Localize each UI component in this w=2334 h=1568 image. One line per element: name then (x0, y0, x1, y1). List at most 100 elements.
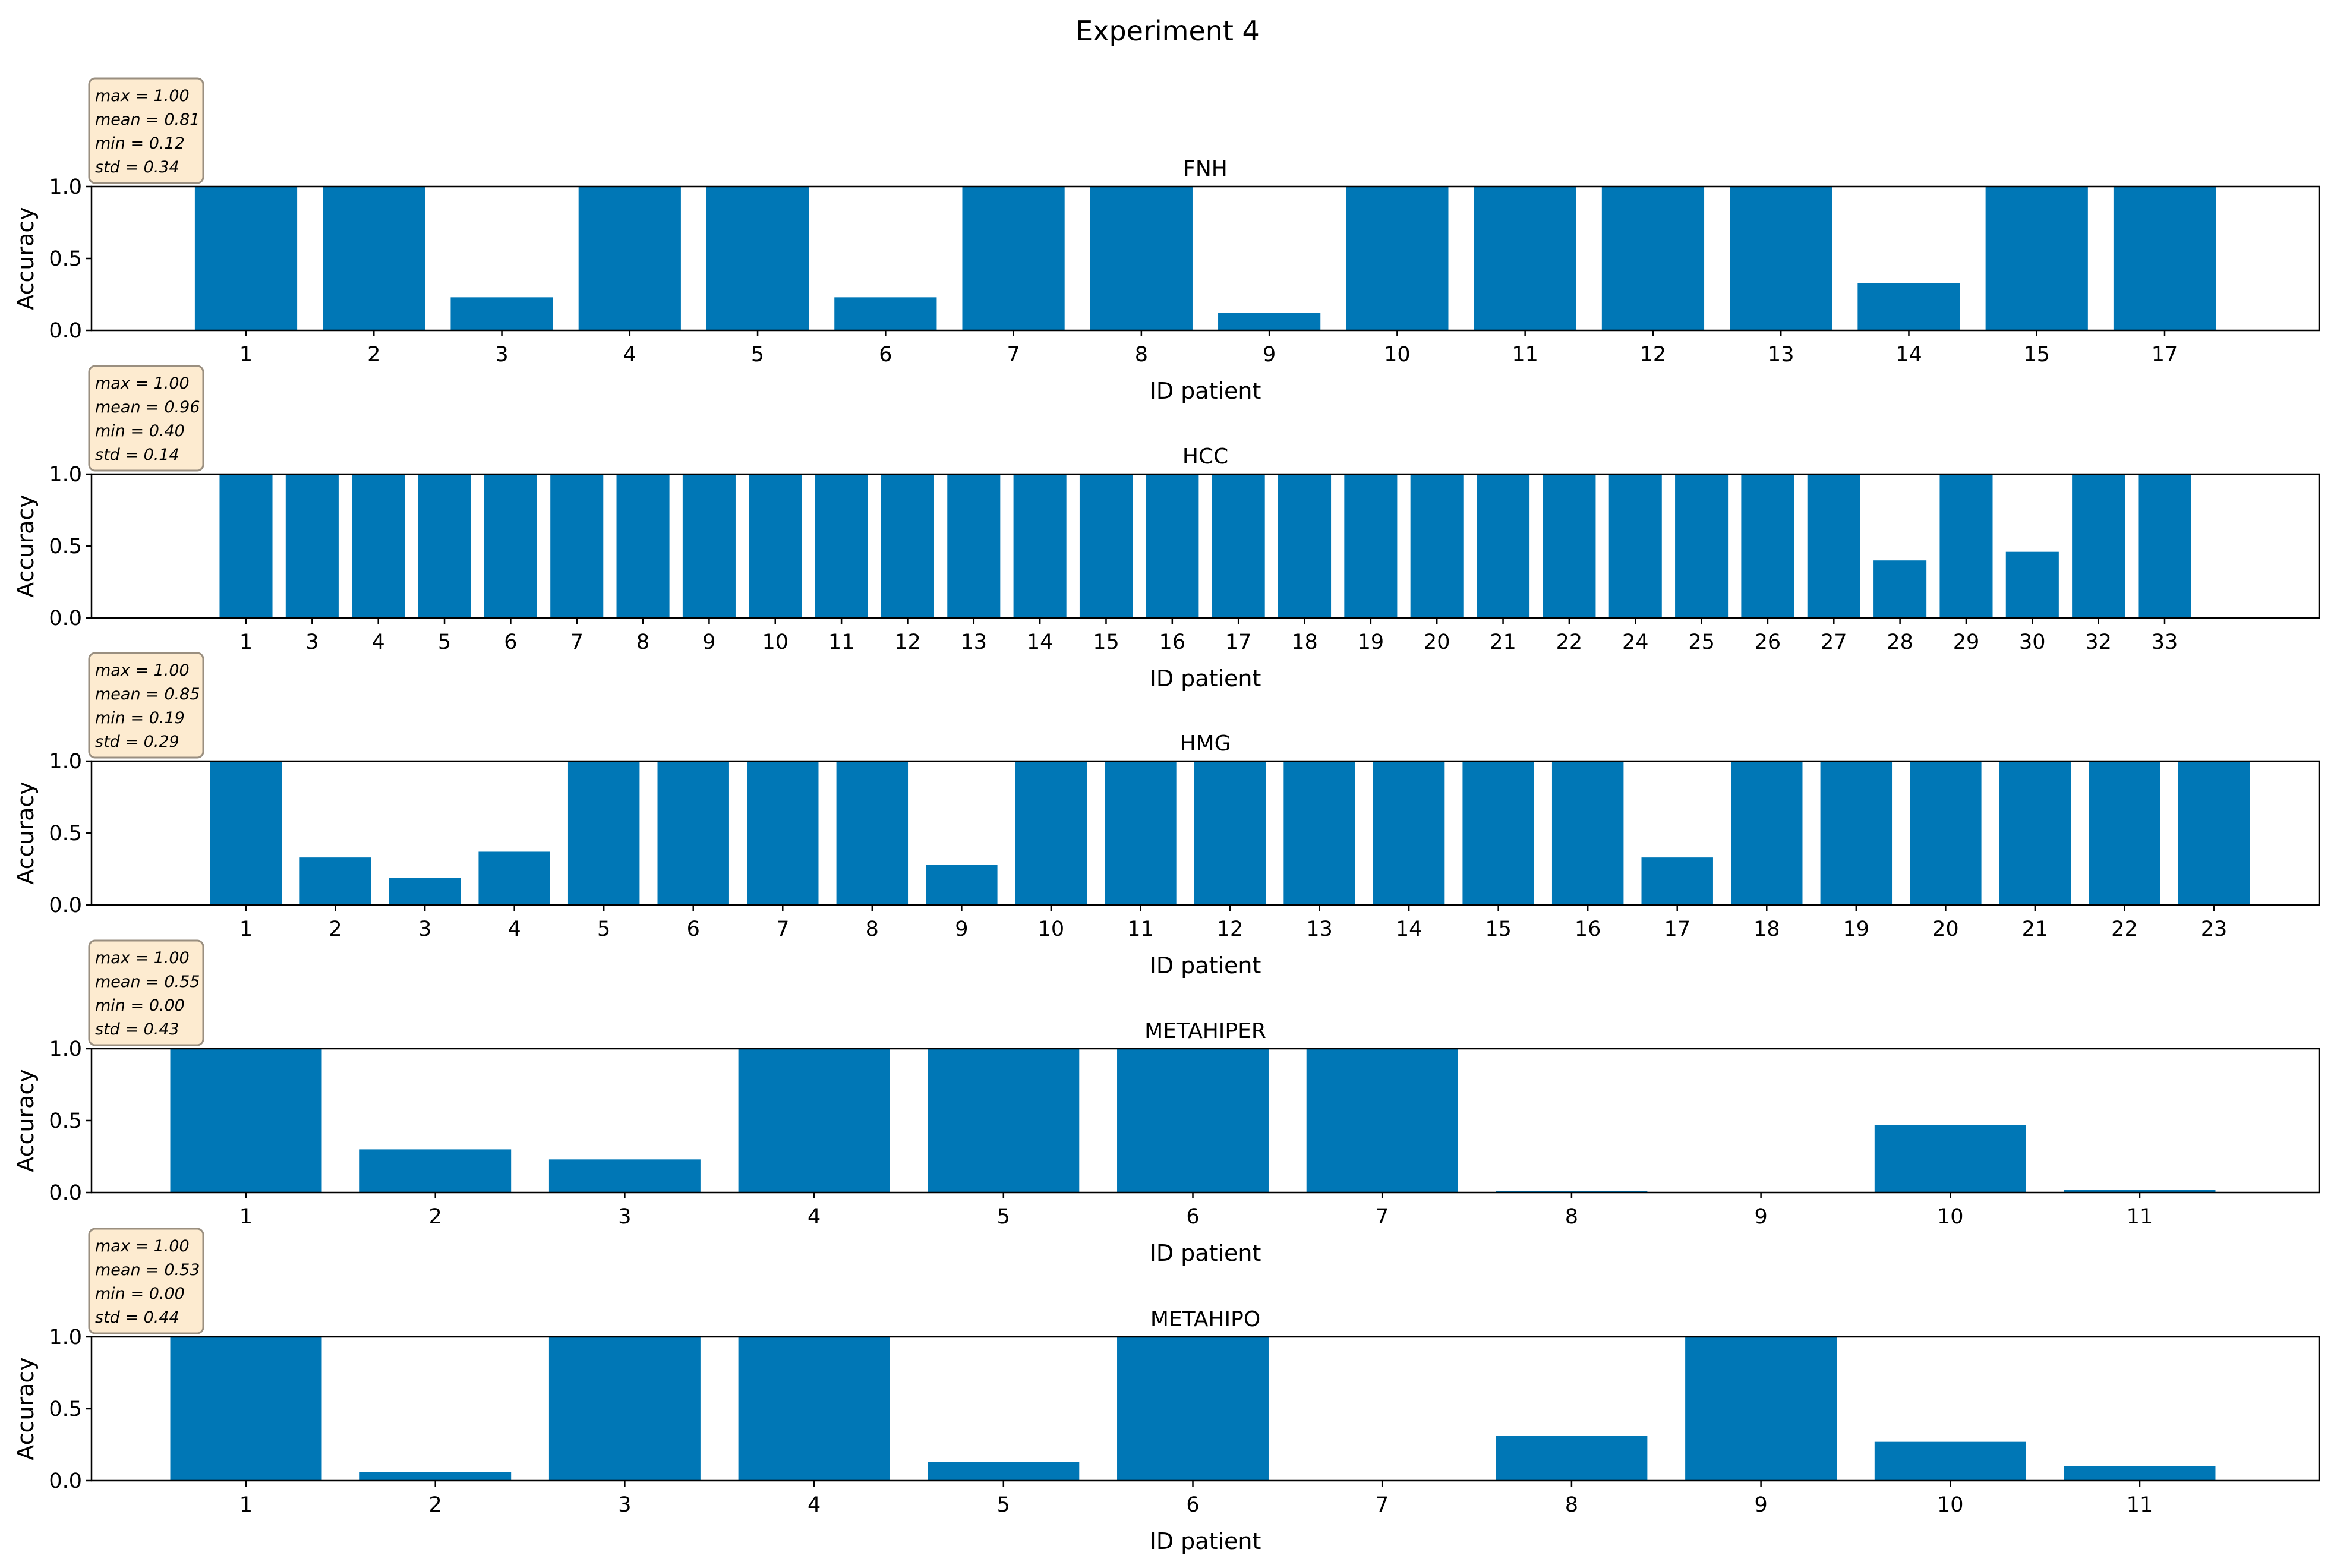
x-axis-label: ID patient (1150, 1240, 1261, 1266)
bar-3 (548, 1337, 701, 1481)
x-tick-label: 5 (997, 1205, 1010, 1229)
bar-21 (1477, 474, 1530, 618)
x-tick-label: 9 (1263, 343, 1276, 367)
stats-line: min = 0.40 (95, 422, 185, 440)
bar-8 (616, 474, 670, 618)
bar-13 (947, 474, 1001, 618)
stats-line: max = 1.00 (95, 374, 190, 393)
stats-box (88, 652, 204, 759)
y-axis-label: Accuracy (12, 207, 39, 310)
bar-8 (1496, 1436, 1648, 1481)
y-tick-label: 0.5 (49, 1109, 82, 1133)
subplot-metahiper: 1 2 3 4 5 6 7 8 9 10 11 0.0 0.5 1.0 METAHIPER ID patien… (12, 939, 2320, 1266)
stats-line: mean = 0.85 (95, 685, 200, 703)
x-tick-label: 5 (438, 630, 451, 654)
bar-11 (815, 474, 868, 618)
y-tick-label: 1.0 (49, 750, 82, 774)
x-tick-label: 9 (955, 917, 968, 941)
x-tick-label: 7 (1007, 343, 1020, 367)
bar-25 (1675, 474, 1729, 618)
stats-line: max = 1.00 (95, 661, 190, 680)
bar-11 (2064, 1190, 2216, 1192)
x-tick-label: 9 (702, 630, 715, 654)
x-tick-label: 28 (1887, 630, 1913, 654)
x-tick-label: 5 (751, 343, 764, 367)
stats-line: mean = 0.96 (95, 398, 200, 417)
x-tick-label: 6 (504, 630, 517, 654)
bar-2 (323, 187, 425, 330)
y-tick-label: 0.5 (49, 247, 82, 271)
figure-title: Experiment 4 (1075, 15, 1260, 47)
subplot-title: HMG (1179, 731, 1231, 756)
bar-15 (1462, 761, 1534, 905)
x-tick-label: 32 (2085, 630, 2112, 654)
bar-6 (834, 297, 937, 330)
x-tick-label: 22 (1556, 630, 1583, 654)
x-tick-label: 19 (1843, 917, 1870, 941)
stats-line: min = 0.19 (95, 709, 185, 727)
x-tick-label: 3 (305, 630, 318, 654)
bar-5 (418, 474, 471, 618)
x-tick-label: 9 (1754, 1493, 1767, 1517)
x-tick-label: 6 (879, 343, 892, 367)
stats-line: mean = 0.53 (95, 1261, 200, 1279)
x-tick-label: 12 (1217, 917, 1244, 941)
bar-13 (1730, 187, 1832, 330)
bar-5 (928, 1462, 1080, 1481)
x-tick-label: 11 (2127, 1205, 2153, 1229)
bar-6 (1117, 1049, 1269, 1192)
x-axis-label: ID patient (1150, 378, 1261, 404)
x-tick-label: 13 (1768, 343, 1794, 367)
x-tick-label: 5 (597, 917, 610, 941)
bar-9 (1685, 1337, 1837, 1481)
x-axis-label: ID patient (1150, 1528, 1261, 1554)
bar-6 (1117, 1337, 1269, 1481)
stats-line: std = 0.34 (95, 158, 179, 176)
x-tick-label: 26 (1755, 630, 1781, 654)
bar-10 (1346, 187, 1449, 330)
x-tick-label: 4 (808, 1493, 821, 1517)
x-tick-label: 6 (1186, 1205, 1199, 1229)
y-tick-label: 1.0 (49, 463, 82, 487)
stats-line: std = 0.14 (95, 446, 179, 464)
x-tick-label: 11 (828, 630, 855, 654)
x-tick-label: 11 (1512, 343, 1538, 367)
bar-22 (1543, 474, 1596, 618)
subplot-title: METAHIPO (1150, 1307, 1260, 1332)
bar-10 (1015, 761, 1087, 905)
bar-12 (881, 474, 934, 618)
stats-line: min = 0.12 (95, 134, 185, 153)
x-tick-label: 10 (1937, 1493, 1964, 1517)
subplot-title: FNH (1183, 157, 1228, 181)
stats-line: max = 1.00 (95, 1237, 190, 1255)
x-tick-label: 15 (1485, 917, 1512, 941)
bar-11 (1105, 761, 1177, 905)
stats-line: max = 1.00 (95, 949, 190, 967)
x-tick-label: 2 (429, 1205, 442, 1229)
bar-17 (2113, 187, 2216, 330)
x-tick-label: 14 (1027, 630, 1054, 654)
x-tick-label: 27 (1821, 630, 1847, 654)
bar-4 (738, 1337, 890, 1481)
x-axis-label: ID patient (1150, 952, 1261, 979)
x-tick-label: 4 (808, 1205, 821, 1229)
subplot-title: METAHIPER (1144, 1019, 1266, 1043)
subplot-hmg: 1 2 3 4 5 6 7 8 9 10 11 12 13 14 15 16 17 18 19 20 21 22 230.0… (12, 652, 2320, 979)
bar-14 (1373, 761, 1445, 905)
y-tick-label: 1.0 (49, 175, 82, 199)
x-tick-label: 6 (687, 917, 700, 941)
stats-box (88, 939, 204, 1046)
y-tick-label: 0.0 (49, 1469, 82, 1493)
x-tick-label: 1 (239, 1205, 253, 1229)
x-tick-label: 33 (2152, 630, 2178, 654)
x-tick-label: 22 (2111, 917, 2138, 941)
stats-line: std = 0.29 (95, 733, 179, 751)
bar-9 (682, 474, 736, 618)
x-tick-label: 1 (239, 1493, 253, 1517)
y-axis-label: Accuracy (12, 1357, 39, 1460)
bar-7 (1306, 1049, 1458, 1192)
bar-23 (2178, 761, 2250, 905)
bar-4 (478, 851, 550, 905)
